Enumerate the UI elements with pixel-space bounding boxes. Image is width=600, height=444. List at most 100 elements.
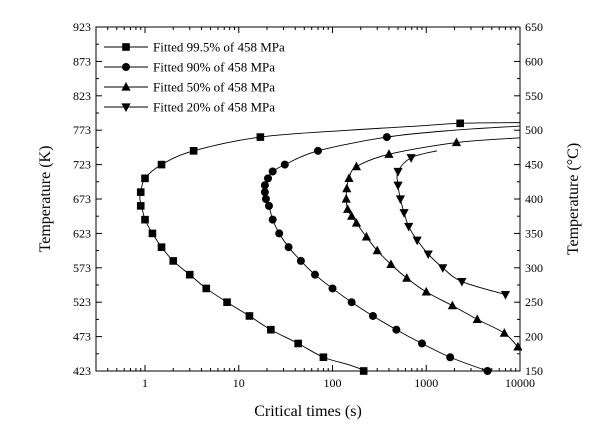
data-point-4 [395, 195, 406, 204]
data-point-2 [368, 311, 377, 320]
legend-label: Fitted 90% of 458 MPa [153, 60, 275, 75]
data-point-2 [483, 367, 492, 375]
data-point-3 [344, 173, 354, 182]
y-right-tick-label: 150 [525, 364, 543, 378]
y-tick-label: 823 [73, 89, 91, 103]
data-point-2 [296, 256, 305, 265]
data-point-2 [310, 270, 319, 279]
y-right-tick-label: 500 [525, 123, 543, 137]
data-point-3 [513, 341, 523, 351]
data-point-3 [361, 231, 372, 241]
data-point-1 [223, 298, 231, 306]
data-point-3 [351, 218, 362, 227]
data-point-3 [499, 328, 509, 337]
data-point-1 [157, 160, 166, 169]
data-point-3 [386, 259, 396, 268]
data-point-1 [169, 257, 178, 265]
x-tick-label: 100 [324, 376, 342, 390]
data-point-1 [141, 215, 149, 224]
data-point-4 [438, 264, 448, 273]
data-point-1 [294, 339, 302, 348]
data-point-3 [343, 204, 353, 213]
y-tick-label: 673 [73, 192, 91, 206]
data-point-2 [263, 174, 272, 183]
y-right-tick-label: 450 [525, 158, 543, 172]
data-point-3 [351, 161, 362, 171]
data-point-1 [185, 270, 194, 279]
y-tick-label: 773 [73, 123, 91, 137]
data-point-2 [264, 201, 273, 210]
y-tick-label: 623 [73, 226, 91, 240]
y-right-tick-label: 200 [525, 330, 543, 344]
data-point-2 [260, 188, 269, 197]
data-point-1 [256, 133, 265, 141]
x-tick-label: 1 [142, 376, 148, 390]
data-point-3 [472, 314, 482, 323]
x-tick-label: 1000 [414, 376, 438, 390]
fit-curve-4 [396, 150, 506, 296]
legend-label: Fitted 20% of 458 MPa [153, 100, 275, 115]
data-point-4 [404, 222, 414, 232]
y-tick-label: 573 [73, 261, 91, 275]
legend-marker [122, 43, 130, 51]
data-point-3 [372, 245, 382, 255]
data-point-1 [157, 243, 166, 251]
data-point-1 [136, 202, 145, 210]
data-point-2 [382, 133, 391, 142]
x-tick-label: 10 [233, 376, 245, 390]
data-point-2 [392, 325, 401, 334]
y-right-tick-label: 250 [525, 295, 543, 309]
data-point-2 [268, 215, 277, 224]
x-axis-label: Critical times (s) [254, 403, 362, 420]
data-point-2 [417, 339, 426, 348]
legend-marker [122, 63, 130, 71]
data-point-1 [136, 188, 145, 196]
data-point-4 [393, 181, 403, 191]
data-point-2 [268, 167, 277, 176]
data-point-1 [359, 367, 368, 375]
y-right-tick-label: 350 [525, 226, 543, 240]
data-point-3 [402, 273, 412, 282]
data-point-2 [313, 146, 322, 155]
data-point-1 [267, 325, 275, 334]
data-point-1 [141, 174, 149, 183]
data-point-4 [406, 154, 416, 163]
data-point-4 [500, 291, 511, 300]
fit-curves [139, 122, 520, 371]
data-point-1 [148, 229, 157, 238]
data-markers [136, 119, 523, 375]
legend-label: Fitted 99.5% of 458 MPa [153, 40, 285, 55]
y-right-tick-label: 300 [525, 261, 543, 275]
fit-curve-1 [139, 122, 520, 371]
data-point-3 [421, 286, 431, 296]
y-right-tick-label: 650 [525, 20, 543, 34]
data-point-2 [280, 160, 289, 169]
legend-label: Fitted 50% of 458 MPa [153, 80, 275, 95]
data-point-2 [446, 353, 455, 362]
x-tick-label: 10000 [505, 376, 535, 390]
ticks: 1 10 100 1000 10000 423 473 523 573 623 673 723 773 8… [73, 20, 543, 390]
y-tick-label: 423 [73, 364, 91, 378]
data-point-3 [447, 300, 457, 310]
y-right-tick-label: 600 [525, 54, 543, 68]
y-axis-label-left: Temperature (K) [37, 146, 54, 253]
y-right-tick-label: 550 [525, 89, 543, 103]
data-point-4 [412, 236, 422, 246]
data-point-3 [341, 194, 351, 203]
y-tick-label: 523 [73, 295, 91, 309]
data-point-2 [284, 243, 293, 252]
data-point-1 [245, 312, 254, 320]
data-point-2 [347, 298, 356, 307]
y-tick-label: 723 [73, 158, 91, 172]
data-point-3 [342, 183, 352, 193]
y-axis-label-right: Temperature (°C) [565, 143, 582, 255]
data-point-1 [189, 147, 198, 155]
data-point-2 [275, 229, 284, 238]
fit-curve-2 [264, 125, 520, 371]
data-point-2 [261, 195, 270, 203]
y-tick-label: 923 [73, 20, 91, 34]
legend-marker [121, 82, 131, 91]
data-point-1 [202, 284, 211, 293]
y-tick-label: 473 [73, 330, 91, 344]
